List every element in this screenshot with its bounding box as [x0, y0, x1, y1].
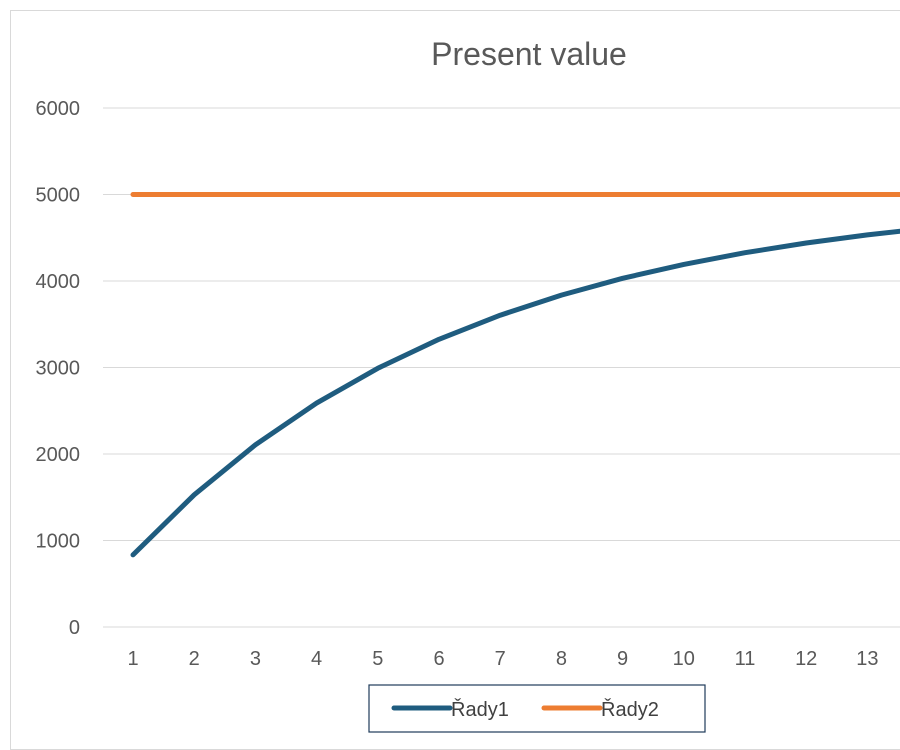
series-line-1 [130, 228, 900, 558]
y-tick-label: 3000 [36, 358, 81, 380]
y-tick-label: 6000 [36, 98, 81, 120]
gridlines [103, 107, 900, 628]
legend-label-1: Řady1 [451, 698, 509, 721]
x-tick-label: 10 [673, 648, 695, 670]
x-tick-label: 13 [856, 648, 878, 670]
x-tick-label: 1 [127, 648, 138, 670]
x-tick-label: 9 [617, 648, 628, 670]
x-tick-label: 5 [372, 648, 383, 670]
y-tick-label: 0 [69, 617, 80, 639]
legend: Řady1 Řady2 [368, 684, 706, 733]
chart-title: Present value [431, 36, 627, 72]
y-tick-label: 2000 [36, 444, 81, 466]
y-tick-label: 1000 [36, 531, 81, 553]
x-tick-label: 8 [556, 648, 567, 670]
x-tick-label: 2 [189, 648, 200, 670]
series-lines [130, 192, 900, 558]
x-axis-ticks: 1 2 3 4 5 6 7 8 9 10 11 12 13 [127, 648, 878, 670]
x-tick-label: 11 [735, 648, 756, 670]
y-tick-label: 4000 [36, 271, 81, 293]
x-tick-label: 12 [795, 648, 817, 670]
x-tick-label: 3 [250, 648, 261, 670]
y-tick-label: 5000 [36, 185, 81, 207]
x-tick-label: 4 [311, 648, 322, 670]
legend-label-2: Řady2 [601, 698, 659, 721]
x-tick-label: 6 [433, 648, 444, 670]
y-axis-ticks: 0 1000 2000 3000 4000 5000 6000 [36, 98, 81, 639]
x-tick-label: 7 [495, 648, 506, 670]
